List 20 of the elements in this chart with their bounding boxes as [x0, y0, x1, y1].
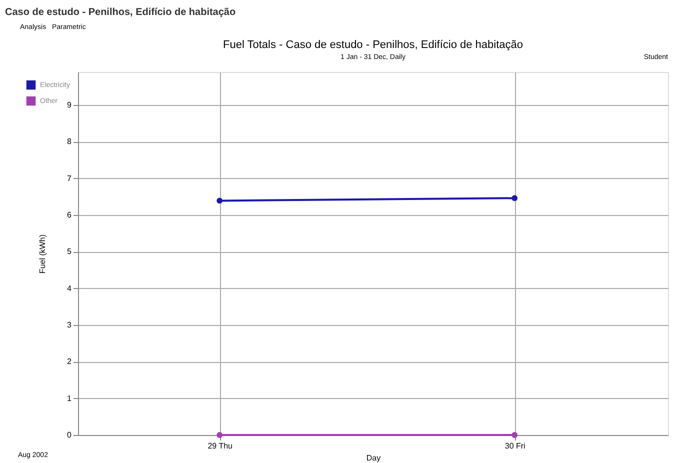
chart-title: Fuel Totals - Caso de estudo - Penilhos, Edifício de habitação [222, 39, 524, 51]
x-axis-title: Day [366, 454, 381, 462]
y-tick-label: 0 [67, 430, 72, 440]
y-axis-title: Fuel (kWh) [38, 234, 48, 274]
point [216, 198, 223, 204]
point [216, 432, 223, 438]
text: Caso de estudo - Penilhos, Edifício de habitação [5, 7, 236, 18]
y-tick-label: 6 [67, 210, 72, 220]
y-tick-label: 9 [67, 100, 72, 110]
point [512, 432, 518, 438]
x-tick-label: 29 Thu [208, 442, 232, 450]
y-tick-label: 5 [67, 247, 72, 256]
y-tick-label: 1 [67, 394, 72, 403]
y-tick-label: 4 [67, 284, 72, 293]
y-tick-label: 3 [67, 320, 72, 330]
y-tick-label: 2 [67, 357, 72, 366]
point [512, 195, 518, 202]
x-tick-label: 30 Fri [504, 442, 526, 450]
y-tick-label: 8 [67, 137, 72, 146]
y-tick-label: 7 [67, 174, 72, 183]
